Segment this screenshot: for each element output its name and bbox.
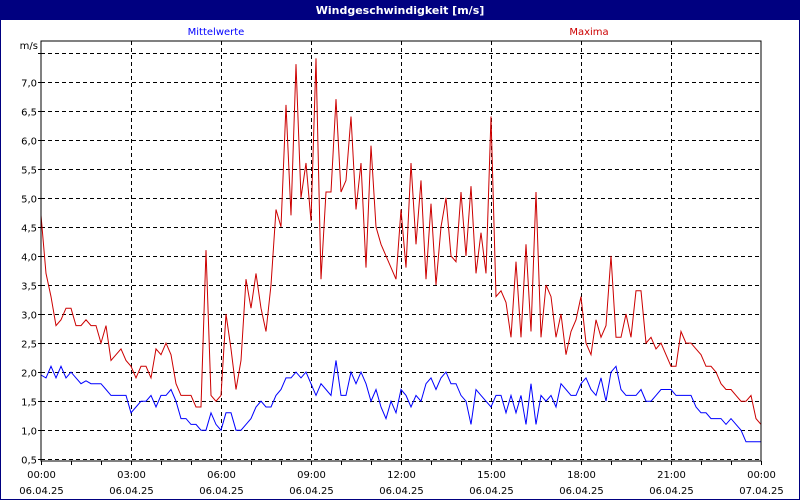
series-lines bbox=[40, 58, 762, 443]
x-tick-date: 06.04.25 bbox=[19, 486, 64, 497]
legend-maxima: Maxima bbox=[569, 27, 608, 38]
y-tick-label: 3,5 bbox=[21, 282, 37, 293]
grid bbox=[38, 41, 762, 465]
y-tick-label: 4,5 bbox=[21, 224, 37, 235]
x-tick-time: 18:00 bbox=[567, 470, 596, 481]
x-tick-time: 12:00 bbox=[387, 470, 416, 481]
y-tick-label: 1,5 bbox=[21, 398, 37, 409]
x-tick-date: 06.04.25 bbox=[649, 486, 694, 497]
series-line-maxima bbox=[40, 58, 762, 425]
y-tick-label: 6,5 bbox=[21, 108, 37, 119]
series-line-mittelwerte bbox=[40, 360, 761, 443]
x-tick-date: 06.04.25 bbox=[289, 486, 334, 497]
plot-frame bbox=[40, 40, 762, 462]
x-tick-time: 03:00 bbox=[117, 470, 146, 481]
x-tick-time: 06:00 bbox=[207, 470, 236, 481]
x-tick-time: 09:00 bbox=[297, 470, 326, 481]
y-tick-label: 1,0 bbox=[21, 427, 37, 438]
x-tick-time: 00:00 bbox=[747, 470, 776, 481]
y-tick-label: 5,5 bbox=[21, 166, 37, 177]
y-tick-labels: 0,5 1,0 1,5 2,0 2,5 3,0 3,5 4,0 4,5 5,0 5,5 6,0 6,5 7… bbox=[21, 79, 37, 467]
x-tick-time: 21:00 bbox=[657, 470, 686, 481]
y-tick-label: 6,0 bbox=[21, 137, 37, 148]
x-tick-date: 06.04.25 bbox=[379, 486, 424, 497]
x-tick-date: 06.04.25 bbox=[559, 486, 604, 497]
x-tick-date: 06.04.25 bbox=[199, 486, 244, 497]
x-tick-date: 06.04.25 bbox=[469, 486, 514, 497]
y-tick-label: 4,0 bbox=[21, 253, 37, 264]
title-bar: Windgeschwindigkeit [m/s] bbox=[1, 1, 799, 20]
y-axis-label: m/s bbox=[20, 41, 38, 52]
y-tick-label: 0,5 bbox=[21, 456, 37, 467]
x-tick-date: 07.04.25 bbox=[739, 486, 784, 497]
x-tick-date: 06.04.25 bbox=[109, 486, 154, 497]
x-tick-time: 00:00 bbox=[27, 470, 56, 481]
legend-mittelwerte: Mittelwerte bbox=[188, 27, 245, 38]
y-tick-label: 7,0 bbox=[21, 79, 37, 90]
y-tick-label: 2,5 bbox=[21, 340, 37, 351]
y-tick-label: 5,0 bbox=[21, 195, 37, 206]
y-tick-label: 3,0 bbox=[21, 311, 37, 322]
y-tick-label: 2,0 bbox=[21, 369, 37, 380]
x-tick-time: 15:00 bbox=[477, 470, 506, 481]
x-tick-labels: 00:00 06.04.25 03:00 06.04.25 06:00 06.04.25 0… bbox=[19, 470, 784, 497]
